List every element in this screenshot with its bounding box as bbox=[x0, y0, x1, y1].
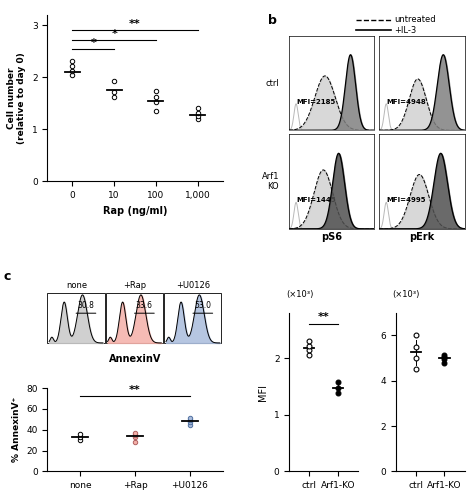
Text: b: b bbox=[268, 14, 277, 27]
Text: (×10³): (×10³) bbox=[392, 290, 420, 299]
Text: c: c bbox=[4, 270, 11, 283]
Y-axis label: Cell number
(relative to day 0): Cell number (relative to day 0) bbox=[7, 52, 27, 144]
Text: *: * bbox=[91, 37, 96, 48]
Text: 53.0: 53.0 bbox=[194, 301, 211, 310]
Text: **: ** bbox=[129, 19, 141, 29]
Text: +IL-3: +IL-3 bbox=[394, 26, 417, 34]
X-axis label: pErk: pErk bbox=[410, 232, 435, 242]
Text: none: none bbox=[66, 281, 87, 290]
Y-axis label: % AnnexinV⁺: % AnnexinV⁺ bbox=[12, 397, 21, 463]
Text: 33.6: 33.6 bbox=[136, 301, 153, 310]
Text: MFI=1445: MFI=1445 bbox=[296, 197, 336, 203]
Text: untreated: untreated bbox=[394, 15, 436, 25]
X-axis label: Rap (ng/ml): Rap (ng/ml) bbox=[103, 206, 167, 216]
Text: +Rap: +Rap bbox=[123, 281, 146, 290]
Bar bbox=[164, 293, 221, 343]
Text: *: * bbox=[111, 28, 117, 39]
Y-axis label: MFI: MFI bbox=[258, 383, 268, 401]
Text: AnnexinV: AnnexinV bbox=[109, 355, 161, 364]
Text: MFI=4948: MFI=4948 bbox=[386, 99, 426, 105]
X-axis label: pS6: pS6 bbox=[321, 232, 342, 242]
Text: **: ** bbox=[318, 312, 329, 322]
Text: ctrl: ctrl bbox=[265, 79, 279, 87]
Bar bbox=[47, 293, 105, 343]
Text: 30.8: 30.8 bbox=[78, 301, 94, 310]
Text: Arf1
KO: Arf1 KO bbox=[262, 172, 279, 191]
Bar bbox=[106, 293, 163, 343]
Text: +U0126: +U0126 bbox=[176, 281, 210, 290]
Text: **: ** bbox=[129, 385, 141, 395]
Text: MFI=4995: MFI=4995 bbox=[386, 197, 426, 203]
Text: MFI=2185: MFI=2185 bbox=[296, 99, 335, 105]
Text: (×10³): (×10³) bbox=[286, 290, 313, 299]
